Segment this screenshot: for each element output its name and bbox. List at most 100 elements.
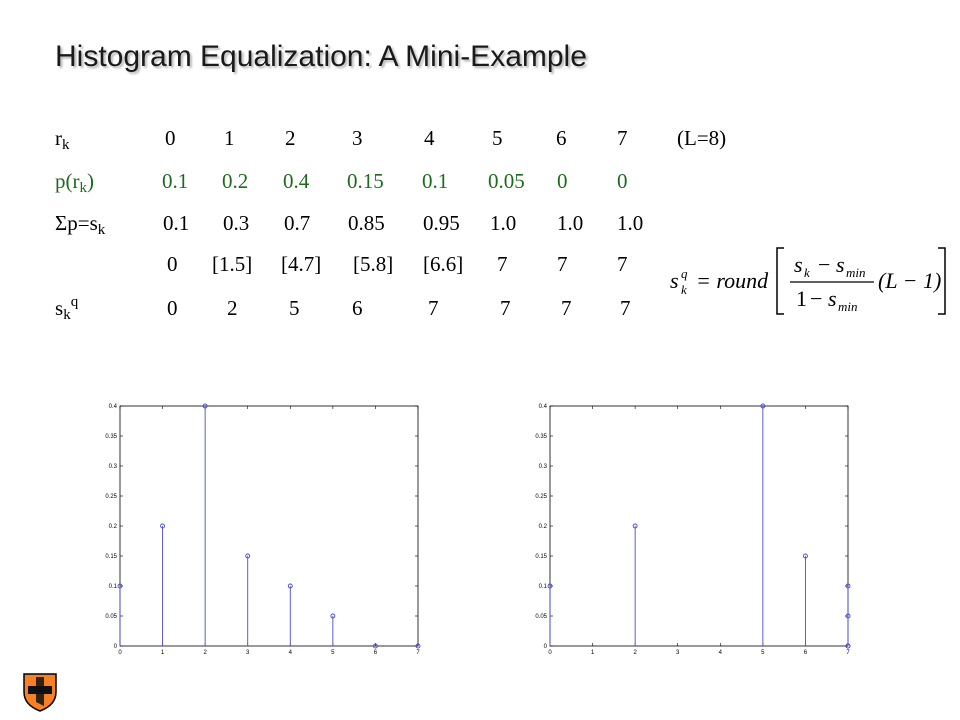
y-tick-label: 0.2 [539,524,548,530]
rk-value: 3 [352,126,363,150]
prk-value: 0.4 [283,169,310,193]
y-tick-label: 0.3 [109,464,118,470]
stem-marker [845,583,851,589]
row-prk-label: p(rk) [55,169,94,196]
stem-marker [160,523,166,529]
row-rk-label: rk [55,126,70,153]
scaled-value: [4.7] [281,252,322,276]
x-tick-label: 4 [289,650,293,656]
y-tick-label: 0.1 [109,584,118,590]
formula-lhs-sup: q [681,266,688,281]
stem-marker [372,643,378,649]
x-tick-label: 6 [374,650,378,656]
formula-minus: − [818,252,830,277]
cumsum-value: 0.3 [223,211,250,235]
skq-value: 7 [620,296,631,320]
x-tick-label: 1 [591,650,595,656]
y-tick-label: 0.15 [105,554,117,560]
scaled-value: [6.6] [423,252,464,276]
rk-value: 1 [224,126,235,150]
cumsum-value: 1.0 [617,211,644,235]
y-tick-label: 0 [114,644,118,650]
x-tick-label: 2 [633,650,637,656]
formula-den-b: s [828,286,837,311]
prk-value: 0 [557,169,568,193]
formula-den-minus: − [810,286,822,311]
plot-frame [549,405,849,647]
equalization-formula: s q k = round s k − s min 1 − s min (L −… [670,247,946,315]
rk-note: (L=8) [677,126,727,150]
row-skq-label: skq [55,294,79,323]
scaled-value: 7 [497,252,508,276]
skq-value: 2 [227,296,238,320]
y-tick-label: 0.15 [535,554,547,560]
y-tick-label: 0.4 [109,404,118,410]
skq-value: 7 [561,296,572,320]
skq-value: 7 [428,296,439,320]
x-tick-label: 0 [548,650,552,656]
stem-marker [802,553,808,559]
cumsum-value: 0.7 [284,211,311,235]
stem-marker [632,523,638,529]
rk-value: 4 [424,126,435,150]
y-tick-label: 0.05 [535,614,547,620]
y-tick-label: 0.3 [539,464,548,470]
prk-value: 0 [617,169,628,193]
prk-value: 0.05 [488,169,525,193]
formula-tail: (L − 1) [878,268,941,293]
rk-value: 6 [556,126,567,150]
rk-value: 2 [285,126,296,150]
stem-marker [330,613,336,619]
prk-value: 0.1 [422,169,449,193]
histogram-original: 0 0.05 0.1 0.15 0.2 0.25 0.3 0.35 0.4 0 1 2 3 4 5 6 7 [105,403,421,656]
prk-value: 0.1 [162,169,189,193]
y-tick-label: 0.25 [105,494,117,500]
skq-value: 5 [289,296,300,320]
y-tick-label: 0.35 [105,434,117,440]
x-tick-label: 3 [246,650,250,656]
x-tick-label: 1 [161,650,165,656]
cumsum-value: 0.1 [163,211,190,235]
scaled-value: 7 [557,252,568,276]
formula-round: = round [696,268,769,293]
stem-marker [845,643,851,649]
formula-num-b: s [836,252,845,277]
stem-marker [245,553,251,559]
x-tick-label: 2 [203,650,207,656]
rk-value: 7 [617,126,628,150]
cumsum-value: 1.0 [557,211,584,235]
stem-marker [760,403,766,409]
stem-marker [117,583,123,589]
y-tick-label: 0 [544,644,548,650]
rk-value: 0 [165,126,176,150]
histogram-equalized: 0 0.05 0.1 0.15 0.2 0.25 0.3 0.35 0.4 0 1 2 3 4 5 6 7 [535,403,851,656]
scaled-value: 0 [167,252,178,276]
x-tick-label: 5 [331,650,335,656]
y-tick-label: 0.35 [535,434,547,440]
stem-marker [547,583,553,589]
cumsum-value: 0.85 [348,211,385,235]
scaled-value: [5.8] [353,252,394,276]
prk-value: 0.2 [222,169,249,193]
scaled-value: 7 [617,252,628,276]
formula-num-b-sub: min [846,265,866,280]
skq-value: 0 [167,296,178,320]
x-tick-label: 6 [804,650,808,656]
formula-den-b-sub: min [838,299,858,314]
x-tick-label: 7 [416,650,420,656]
formula-lhs-sub: k [681,282,687,297]
scaled-value: [1.5] [212,252,253,276]
formula-den-a: 1 [796,286,807,311]
x-tick-label: 3 [676,650,680,656]
cumsum-value: 1.0 [490,211,517,235]
cumsum-value: 0.95 [423,211,460,235]
y-tick-label: 0.1 [539,584,548,590]
y-tick-label: 0.2 [109,524,118,530]
page-title: Histogram Equalization: A Mini-Example [55,40,587,73]
x-tick-label: 5 [761,650,765,656]
x-tick-label: 4 [719,650,723,656]
stem-marker [415,643,421,649]
y-tick-label: 0.25 [535,494,547,500]
skq-value: 7 [500,296,511,320]
stem-marker [845,613,851,619]
